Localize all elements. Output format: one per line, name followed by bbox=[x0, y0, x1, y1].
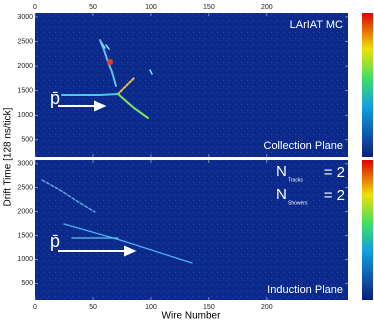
count-sub: Tracks bbox=[288, 177, 303, 183]
count-symbol: N bbox=[276, 186, 287, 203]
event-tracks bbox=[41, 39, 193, 264]
count-symbol: N bbox=[276, 163, 287, 180]
y-tick-label: 3000 bbox=[17, 14, 33, 21]
y-tick-label: 1500 bbox=[17, 232, 33, 239]
x-tick-label: 100 bbox=[145, 304, 157, 311]
y-tick-label: 2500 bbox=[17, 38, 33, 45]
count-text: = 2 bbox=[324, 164, 345, 181]
count-sub: Showers bbox=[288, 200, 308, 206]
x-tick-label: 0 bbox=[33, 4, 37, 11]
y-tick-label: 2000 bbox=[17, 63, 33, 70]
y-tick-label: 1500 bbox=[17, 87, 33, 94]
y-tick-label: 500 bbox=[21, 280, 33, 287]
x-tick-label: 100 bbox=[145, 4, 157, 11]
y-tick-label: 1000 bbox=[17, 112, 33, 119]
annotation: p̄ bbox=[50, 88, 60, 108]
y-tick-label: 1000 bbox=[17, 256, 33, 263]
annotation: p̄ bbox=[50, 231, 60, 251]
arrow bbox=[58, 100, 137, 257]
x-tick-label: 150 bbox=[203, 304, 215, 311]
x-tick-label: 200 bbox=[261, 304, 273, 311]
y-tick-label: 2000 bbox=[17, 208, 33, 215]
counts: N Tracks = 2 N Showers = 2 bbox=[276, 163, 345, 206]
x-axis-label: Wire Number bbox=[162, 311, 222, 322]
annotation: LArIAT MC bbox=[290, 19, 343, 31]
x-tick-label: 200 bbox=[261, 4, 273, 11]
x-tick-label: 150 bbox=[203, 4, 215, 11]
y-tick-label: 3000 bbox=[17, 161, 33, 168]
x-tick-label: 50 bbox=[89, 304, 97, 311]
y-tick-label: 2500 bbox=[17, 185, 33, 192]
annotation: Collection Plane bbox=[264, 140, 344, 152]
annotation: Induction Plane bbox=[267, 284, 343, 296]
colorbar bbox=[362, 13, 373, 157]
count-text: = 2 bbox=[324, 187, 345, 204]
y-tick-label: 500 bbox=[21, 137, 33, 144]
x-tick-label: 0 bbox=[33, 304, 37, 311]
collection-panel bbox=[35, 13, 348, 157]
colorbar bbox=[362, 160, 373, 300]
x-tick-label: 50 bbox=[89, 4, 97, 11]
y-axis-label: Drift Time [128 ns/tick] bbox=[3, 107, 14, 206]
